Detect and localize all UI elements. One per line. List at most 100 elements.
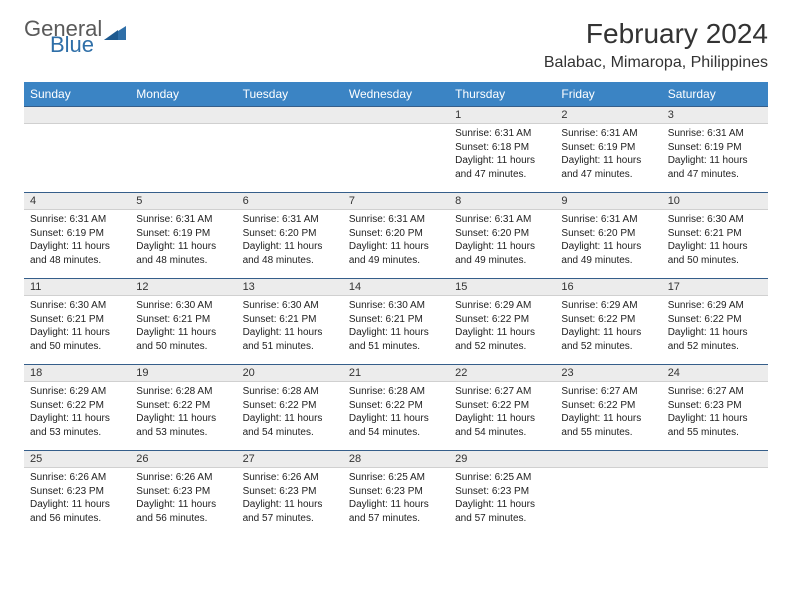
daylight-text: and 54 minutes.: [243, 426, 337, 440]
daylight-text: Daylight: 11 hours: [349, 240, 443, 254]
sunrise-text: Sunrise: 6:29 AM: [561, 299, 655, 313]
sunset-text: Sunset: 6:22 PM: [455, 313, 549, 327]
day-number: 22: [449, 364, 555, 382]
weekday-header: Saturday: [662, 82, 768, 106]
daylight-text: and 49 minutes.: [561, 254, 655, 268]
calendar-cell: 22Sunrise: 6:27 AMSunset: 6:22 PMDayligh…: [449, 364, 555, 450]
daylight-text: and 49 minutes.: [455, 254, 549, 268]
sunrise-text: Sunrise: 6:25 AM: [349, 471, 443, 485]
daylight-text: and 50 minutes.: [668, 254, 762, 268]
sunset-text: Sunset: 6:18 PM: [455, 141, 549, 155]
daylight-text: Daylight: 11 hours: [561, 240, 655, 254]
day-body: Sunrise: 6:29 AMSunset: 6:22 PMDaylight:…: [662, 296, 768, 359]
sunset-text: Sunset: 6:20 PM: [561, 227, 655, 241]
day-number: 5: [130, 192, 236, 210]
sunrise-text: Sunrise: 6:28 AM: [243, 385, 337, 399]
sunrise-text: Sunrise: 6:30 AM: [349, 299, 443, 313]
sunrise-text: Sunrise: 6:25 AM: [455, 471, 549, 485]
calendar-cell: [343, 106, 449, 192]
sunrise-text: Sunrise: 6:30 AM: [30, 299, 124, 313]
sunset-text: Sunset: 6:19 PM: [30, 227, 124, 241]
calendar-cell: 9Sunrise: 6:31 AMSunset: 6:20 PMDaylight…: [555, 192, 661, 278]
calendar-cell: 11Sunrise: 6:30 AMSunset: 6:21 PMDayligh…: [24, 278, 130, 364]
sunrise-text: Sunrise: 6:31 AM: [455, 127, 549, 141]
daylight-text: Daylight: 11 hours: [136, 412, 230, 426]
sunrise-text: Sunrise: 6:29 AM: [455, 299, 549, 313]
day-number: 21: [343, 364, 449, 382]
day-number: 3: [662, 106, 768, 124]
calendar-cell: 20Sunrise: 6:28 AMSunset: 6:22 PMDayligh…: [237, 364, 343, 450]
day-number-empty: [662, 450, 768, 468]
location-text: Balabac, Mimaropa, Philippines: [544, 54, 768, 72]
daylight-text: and 51 minutes.: [243, 340, 337, 354]
day-number: 27: [237, 450, 343, 468]
day-body: Sunrise: 6:29 AMSunset: 6:22 PMDaylight:…: [555, 296, 661, 359]
day-number: 16: [555, 278, 661, 296]
daylight-text: Daylight: 11 hours: [136, 498, 230, 512]
day-body: Sunrise: 6:31 AMSunset: 6:20 PMDaylight:…: [343, 210, 449, 273]
daylight-text: and 50 minutes.: [136, 340, 230, 354]
day-number: 26: [130, 450, 236, 468]
daylight-text: and 57 minutes.: [349, 512, 443, 526]
calendar-cell: 29Sunrise: 6:25 AMSunset: 6:23 PMDayligh…: [449, 450, 555, 536]
sunset-text: Sunset: 6:23 PM: [668, 399, 762, 413]
sunrise-text: Sunrise: 6:31 AM: [561, 213, 655, 227]
day-number: 13: [237, 278, 343, 296]
day-number: 11: [24, 278, 130, 296]
calendar-row: 18Sunrise: 6:29 AMSunset: 6:22 PMDayligh…: [24, 364, 768, 450]
daylight-text: and 47 minutes.: [668, 168, 762, 182]
sunrise-text: Sunrise: 6:29 AM: [668, 299, 762, 313]
calendar-cell: [24, 106, 130, 192]
day-number-empty: [237, 106, 343, 124]
sunset-text: Sunset: 6:21 PM: [668, 227, 762, 241]
day-body: Sunrise: 6:25 AMSunset: 6:23 PMDaylight:…: [343, 468, 449, 531]
daylight-text: Daylight: 11 hours: [455, 412, 549, 426]
day-body: Sunrise: 6:31 AMSunset: 6:20 PMDaylight:…: [449, 210, 555, 273]
daylight-text: and 50 minutes.: [30, 340, 124, 354]
calendar-cell: 12Sunrise: 6:30 AMSunset: 6:21 PMDayligh…: [130, 278, 236, 364]
calendar-cell: 24Sunrise: 6:27 AMSunset: 6:23 PMDayligh…: [662, 364, 768, 450]
daylight-text: and 48 minutes.: [30, 254, 124, 268]
day-body: Sunrise: 6:26 AMSunset: 6:23 PMDaylight:…: [237, 468, 343, 531]
calendar-cell: 5Sunrise: 6:31 AMSunset: 6:19 PMDaylight…: [130, 192, 236, 278]
sunset-text: Sunset: 6:21 PM: [243, 313, 337, 327]
day-number: 20: [237, 364, 343, 382]
logo-text-blue: Blue: [50, 34, 126, 56]
day-body: Sunrise: 6:31 AMSunset: 6:19 PMDaylight:…: [662, 124, 768, 187]
day-body: Sunrise: 6:26 AMSunset: 6:23 PMDaylight:…: [130, 468, 236, 531]
logo: General Blue: [24, 18, 126, 56]
day-body: Sunrise: 6:31 AMSunset: 6:20 PMDaylight:…: [237, 210, 343, 273]
daylight-text: Daylight: 11 hours: [30, 240, 124, 254]
day-number: 23: [555, 364, 661, 382]
daylight-text: Daylight: 11 hours: [349, 326, 443, 340]
sunrise-text: Sunrise: 6:31 AM: [561, 127, 655, 141]
calendar-cell: 3Sunrise: 6:31 AMSunset: 6:19 PMDaylight…: [662, 106, 768, 192]
day-body: Sunrise: 6:30 AMSunset: 6:21 PMDaylight:…: [662, 210, 768, 273]
daylight-text: Daylight: 11 hours: [455, 326, 549, 340]
day-number: 7: [343, 192, 449, 210]
sunrise-text: Sunrise: 6:30 AM: [136, 299, 230, 313]
calendar-cell: 26Sunrise: 6:26 AMSunset: 6:23 PMDayligh…: [130, 450, 236, 536]
calendar-cell: 4Sunrise: 6:31 AMSunset: 6:19 PMDaylight…: [24, 192, 130, 278]
daylight-text: Daylight: 11 hours: [349, 498, 443, 512]
day-body: Sunrise: 6:27 AMSunset: 6:22 PMDaylight:…: [449, 382, 555, 445]
daylight-text: and 55 minutes.: [561, 426, 655, 440]
day-body: Sunrise: 6:31 AMSunset: 6:20 PMDaylight:…: [555, 210, 661, 273]
daylight-text: and 57 minutes.: [243, 512, 337, 526]
day-body: Sunrise: 6:29 AMSunset: 6:22 PMDaylight:…: [449, 296, 555, 359]
weekday-header: Thursday: [449, 82, 555, 106]
calendar-cell: [130, 106, 236, 192]
daylight-text: Daylight: 11 hours: [30, 498, 124, 512]
sunset-text: Sunset: 6:23 PM: [136, 485, 230, 499]
sunrise-text: Sunrise: 6:26 AM: [30, 471, 124, 485]
daylight-text: and 48 minutes.: [243, 254, 337, 268]
sunrise-text: Sunrise: 6:26 AM: [136, 471, 230, 485]
day-body: Sunrise: 6:30 AMSunset: 6:21 PMDaylight:…: [343, 296, 449, 359]
sunrise-text: Sunrise: 6:27 AM: [561, 385, 655, 399]
day-body: Sunrise: 6:29 AMSunset: 6:22 PMDaylight:…: [24, 382, 130, 445]
daylight-text: Daylight: 11 hours: [561, 412, 655, 426]
day-number: 8: [449, 192, 555, 210]
daylight-text: and 49 minutes.: [349, 254, 443, 268]
day-number-empty: [555, 450, 661, 468]
sunrise-text: Sunrise: 6:29 AM: [30, 385, 124, 399]
